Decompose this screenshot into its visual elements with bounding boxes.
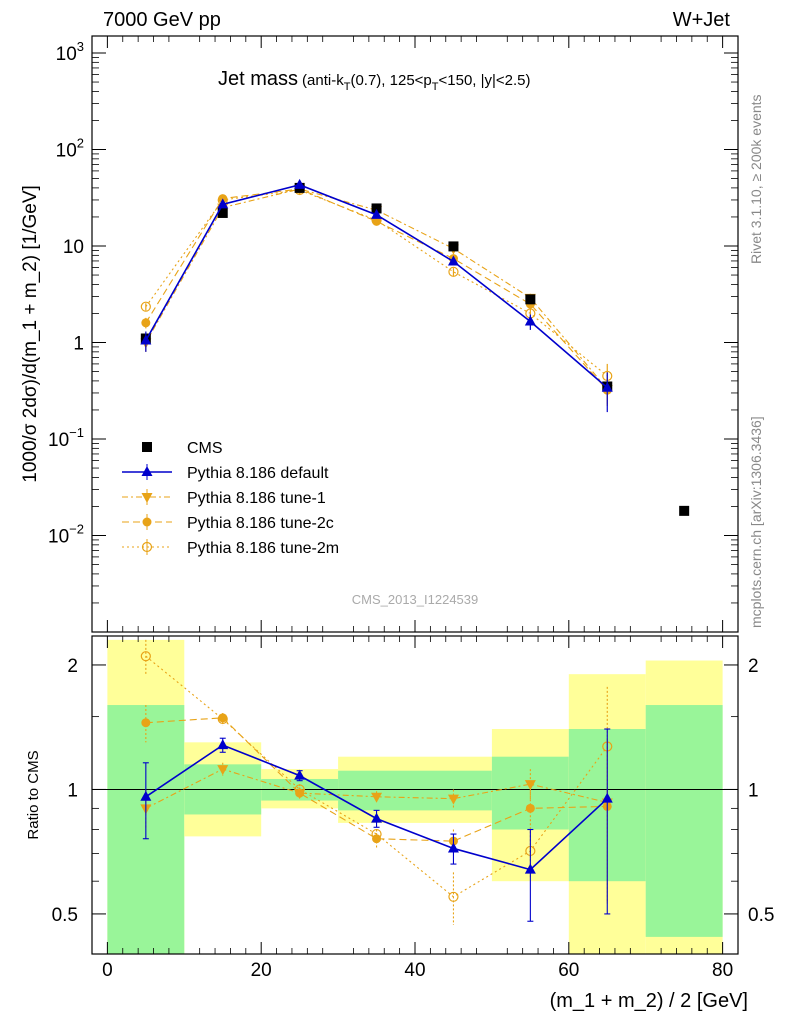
ratio-y-tick-label-0: 0.5 <box>52 905 78 926</box>
main-marker-cms-4 <box>448 241 459 252</box>
header-right: W+Jet <box>673 9 731 31</box>
ratio-marker-default-4 <box>447 842 459 853</box>
ratio-band-green-6 <box>645 705 723 937</box>
main-marker-default-6 <box>601 381 613 392</box>
legend-marker-default <box>141 466 153 476</box>
main-marker-cms-5 <box>525 294 536 305</box>
plot-title-sub-p2: (0.7), 125<p <box>350 72 431 89</box>
ratio-plot-data <box>92 639 738 926</box>
x-tick-label-0: 0 <box>102 960 113 981</box>
main-y-tick-label-3: 10 <box>63 237 84 258</box>
main-marker-cms-3 <box>371 203 382 214</box>
ratio-marker-tune2c-0 <box>141 718 151 728</box>
x-tick-label-2: 40 <box>404 960 425 981</box>
plot-title: Jet mass (anti-kT(0.7), 125<pT<150, |y|<2… <box>218 68 531 93</box>
main-marker-tune2c-0 <box>141 318 151 328</box>
plot-title-sub-p1: (anti-k <box>302 72 344 89</box>
ratio-y-tick-label-2: 2 <box>67 656 78 677</box>
ratio-y-tick-label-right-1: 1 <box>748 780 759 801</box>
ratio-marker-tune2c-5 <box>525 803 535 813</box>
ratio-marker-default-2 <box>294 769 306 780</box>
analysis-watermark: CMS_2013_I1224539 <box>352 592 479 607</box>
main-marker-default-0 <box>140 334 152 345</box>
x-tick-label-3: 60 <box>558 960 579 981</box>
ratio-y-tick-label-right-2: 2 <box>748 656 759 677</box>
main-marker-tune2c-3 <box>372 216 382 226</box>
plot-title-sub-p3: <150, |y|<2.5) <box>439 72 531 89</box>
main-y-tick-label-0: 10−2 <box>48 521 84 547</box>
main-marker-default-2 <box>294 178 306 189</box>
main-y-tick-label-1: 10−1 <box>48 425 84 451</box>
ratio-marker-default-6 <box>601 792 613 803</box>
ratio-marker-tune1-4 <box>447 794 459 805</box>
main-y-tick-label-4: 102 <box>56 135 84 161</box>
legend-label-default: Pythia 8.186 default <box>187 465 329 482</box>
ratio-marker-default-1 <box>217 739 229 750</box>
ratio-marker-tune2m-0 <box>140 651 151 662</box>
main-marker-cms-1 <box>217 207 228 218</box>
ratio-series-default <box>140 728 613 922</box>
ratio-marker-default-5 <box>524 863 536 874</box>
ratio-y-axis-label: Ratio to CMS <box>25 750 42 839</box>
rivet-info: Rivet 3.1.10, ≥ 200k events <box>748 94 764 264</box>
main-y-tick-label-2: 1 <box>73 333 84 354</box>
main-marker-cms-7 <box>679 505 690 516</box>
ratio-marker-tune1-2 <box>294 789 306 800</box>
header-left: 7000 GeV pp <box>103 9 221 31</box>
ratio-y-tick-label-1: 1 <box>67 780 78 801</box>
ratio-y-tick-label-right-0: 0.5 <box>748 905 774 926</box>
legend-label-cms: CMS <box>187 440 223 457</box>
legend: CMS Pythia 8.186 default Pythia 8.186 tune… <box>122 440 339 557</box>
main-marker-default-5 <box>524 315 536 326</box>
ratio-marker-tune1-3 <box>371 792 383 803</box>
x-axis-label: (m_1 + m_2) / 2 [GeV] <box>550 990 748 1012</box>
ratio-marker-tune2m-4 <box>448 891 459 902</box>
legend-label-tune2c: Pythia 8.186 tune-2c <box>187 515 334 532</box>
ratio-marker-default-3 <box>371 812 383 823</box>
plot-title-sub-s1: T <box>344 81 351 93</box>
mcplots-info: mcplots.cern.ch [arXiv:1306.3436] <box>748 416 764 628</box>
ratio-bands <box>107 639 723 954</box>
legend-marker-cms <box>142 442 152 452</box>
main-marker-default-1 <box>217 198 229 209</box>
main-plot-data <box>140 178 690 516</box>
main-marker-default-4 <box>447 255 459 266</box>
ratio-marker-tune2c-1 <box>218 713 228 723</box>
x-tick-label-1: 20 <box>251 960 272 981</box>
legend-marker-tune1 <box>141 493 153 503</box>
ratio-marker-tune2c-3 <box>372 834 382 844</box>
main-y-axis-label: 1000/σ 2dσ)/d(m_1 + m_2) [1/GeV] <box>20 185 41 483</box>
legend-label-tune2m: Pythia 8.186 tune-2m <box>187 540 339 557</box>
main-marker-tune2m-4 <box>448 266 459 277</box>
plot-title-sub-s2: T <box>432 81 439 93</box>
legend-marker-tune2c <box>142 517 152 527</box>
ratio-marker-tune1-5 <box>524 780 536 791</box>
ratio-band-green-3 <box>338 770 492 811</box>
legend-marker-tune2m <box>141 541 153 553</box>
ratio-marker-default-0 <box>140 790 152 801</box>
legend-label-tune1: Pythia 8.186 tune-1 <box>187 490 326 507</box>
axes: 0 20 40 60 80 10−2 10−1 1 10 102 103 0.5 0.5 1 1 2 2 <box>48 36 774 981</box>
plot-title-main: Jet mass <box>218 68 298 90</box>
ratio-marker-tune1-1 <box>217 765 229 776</box>
main-marker-default-3 <box>371 208 383 219</box>
main-series-default <box>140 178 613 413</box>
main-y-tick-label-5: 103 <box>56 39 84 65</box>
x-tick-label-4: 80 <box>712 960 733 981</box>
main-marker-tune2m-0 <box>140 301 151 312</box>
